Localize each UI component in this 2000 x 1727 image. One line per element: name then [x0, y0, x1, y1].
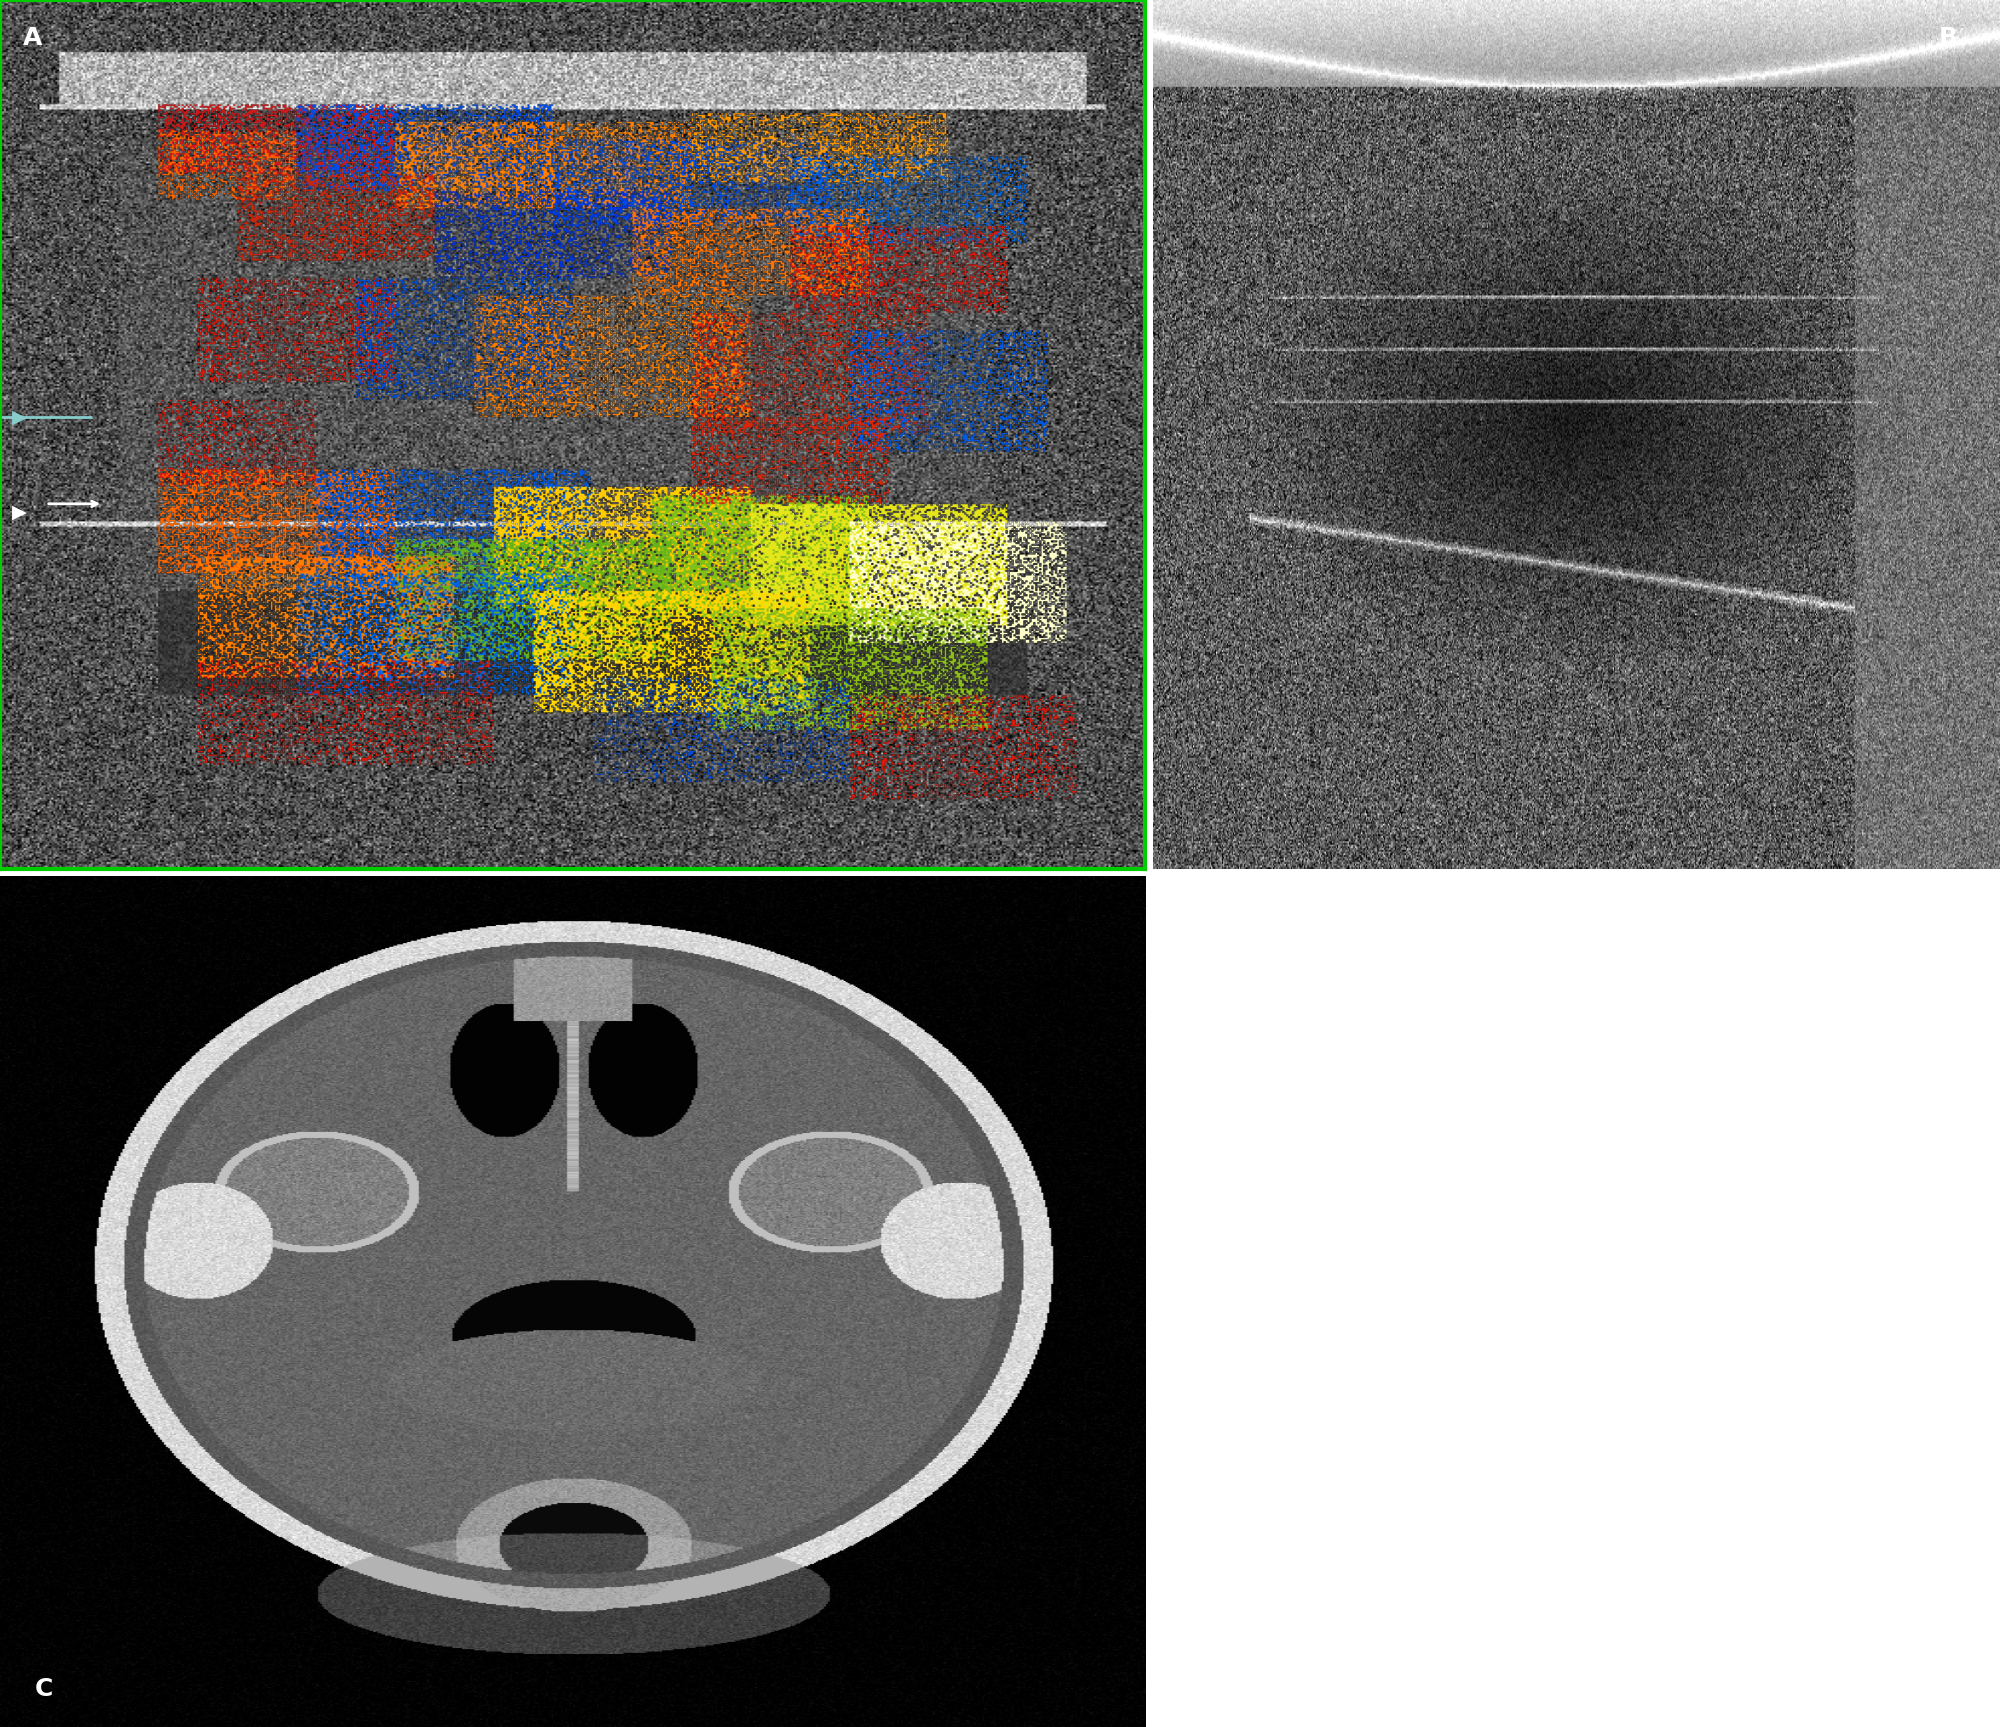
Text: ▶: ▶: [12, 408, 26, 427]
Text: A: A: [22, 26, 42, 50]
Text: B: B: [1938, 26, 1958, 50]
Text: ▶: ▶: [12, 503, 26, 522]
Text: C: C: [34, 1677, 52, 1701]
